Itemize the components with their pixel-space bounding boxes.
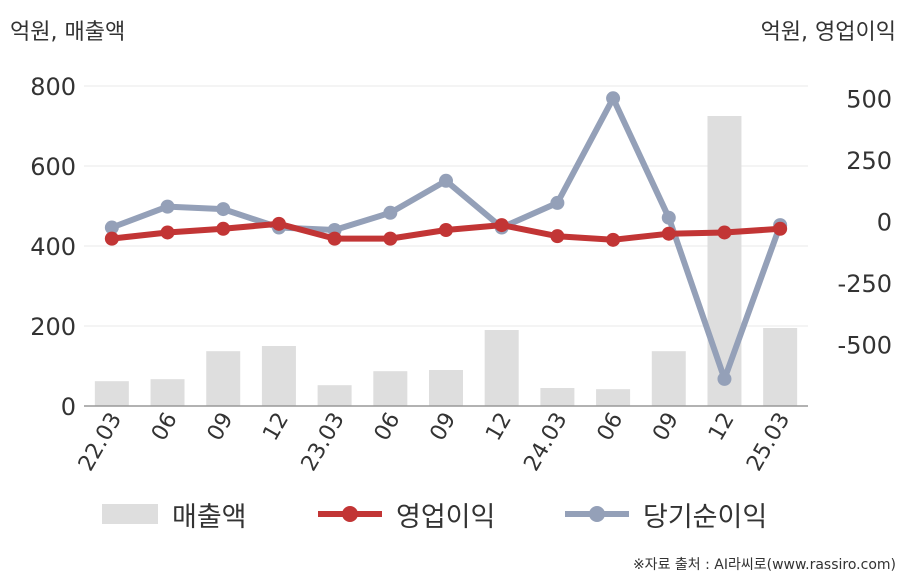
operating-profit-point <box>271 216 286 231</box>
x-tick-label: 09 <box>648 409 684 446</box>
operating-profit-point <box>494 218 509 233</box>
operating-profit-point <box>327 231 342 246</box>
revenue-bar <box>763 328 798 406</box>
revenue-bar <box>206 351 241 406</box>
revenue-bar <box>317 385 352 406</box>
legend-label-net-income: 당기순이익 <box>643 501 768 533</box>
net-income-point <box>550 195 565 210</box>
x-tick-label: 22.03 <box>74 409 127 476</box>
revenue-bar <box>150 379 185 406</box>
revenue-bar <box>429 370 463 406</box>
right-tick-label: -250 <box>838 270 892 298</box>
x-tick-label: 06 <box>370 409 406 446</box>
left-tick-label: 0 <box>61 393 76 421</box>
x-tick-label: 24.03 <box>519 409 572 476</box>
left-tick-label: 400 <box>30 233 76 261</box>
x-tick-label: 09 <box>203 409 239 446</box>
x-tick-label: 25.03 <box>742 409 795 476</box>
legend-item-net-income: 당기순이익 <box>565 490 767 538</box>
operating-profit-point <box>383 231 398 246</box>
revenue-bar <box>651 351 686 406</box>
legend-label-operating-profit: 영업이익 <box>396 501 496 533</box>
right-tick-label: -500 <box>838 331 892 359</box>
left-axis-unit: 억원, 매출액 <box>10 20 126 45</box>
operating-profit-point <box>661 226 676 241</box>
x-tick-label: 09 <box>426 409 462 446</box>
revenue-bar <box>94 381 129 406</box>
x-tick-label: 23.03 <box>297 409 350 476</box>
legend: 매출액 영업이익 당기순이익 <box>0 490 908 538</box>
operating-profit-point <box>773 221 788 236</box>
right-tick-label: 250 <box>846 147 892 175</box>
operating-profit-point <box>550 229 565 244</box>
legend-label-revenue: 매출액 <box>172 501 247 533</box>
net-income-point <box>160 199 175 214</box>
revenue-bar <box>540 388 575 406</box>
source-note: ※자료 출처 : AI라씨로(www.rassiro.com) <box>632 557 896 573</box>
revenue-bar <box>596 389 631 406</box>
operating-profit-point <box>216 221 231 236</box>
net-income-point <box>717 371 732 386</box>
net-income-point <box>216 202 231 217</box>
operating-profit-point <box>160 225 175 240</box>
legend-swatch-net-income <box>565 506 629 522</box>
left-tick-label: 600 <box>30 153 76 181</box>
net-income-point <box>606 91 621 106</box>
x-tick-label: 12 <box>481 409 517 446</box>
right-tick-label: 500 <box>846 85 892 113</box>
legend-swatch-revenue <box>102 504 158 524</box>
net-income-line <box>108 95 784 382</box>
net-income-point <box>104 220 119 235</box>
right-tick-label: 0 <box>877 208 892 236</box>
right-axis-unit: 억원, 영업이익 <box>760 20 896 45</box>
net-income-point <box>439 173 453 188</box>
left-tick-label: 800 <box>30 73 76 101</box>
revenue-bar <box>484 330 519 406</box>
legend-item-revenue: 매출액 <box>102 490 247 538</box>
operating-profit-point <box>606 232 621 247</box>
legend-item-operating-profit: 영업이익 <box>318 490 495 538</box>
x-tick-label: 06 <box>147 409 183 446</box>
left-tick-label: 200 <box>30 313 76 341</box>
net-income-point <box>661 210 676 225</box>
operating-profit-point <box>104 231 119 246</box>
revenue-bar <box>373 371 408 406</box>
x-tick-label: 06 <box>593 409 629 446</box>
legend-swatch-operating-profit <box>318 506 382 522</box>
net-income-point <box>383 205 398 220</box>
operating-profit-point <box>717 225 732 240</box>
operating-profit-point <box>439 223 453 237</box>
revenue-bar <box>707 116 742 406</box>
revenue-bar <box>261 346 296 406</box>
x-tick-label: 12 <box>258 409 294 446</box>
x-tick-label: 12 <box>704 409 740 446</box>
